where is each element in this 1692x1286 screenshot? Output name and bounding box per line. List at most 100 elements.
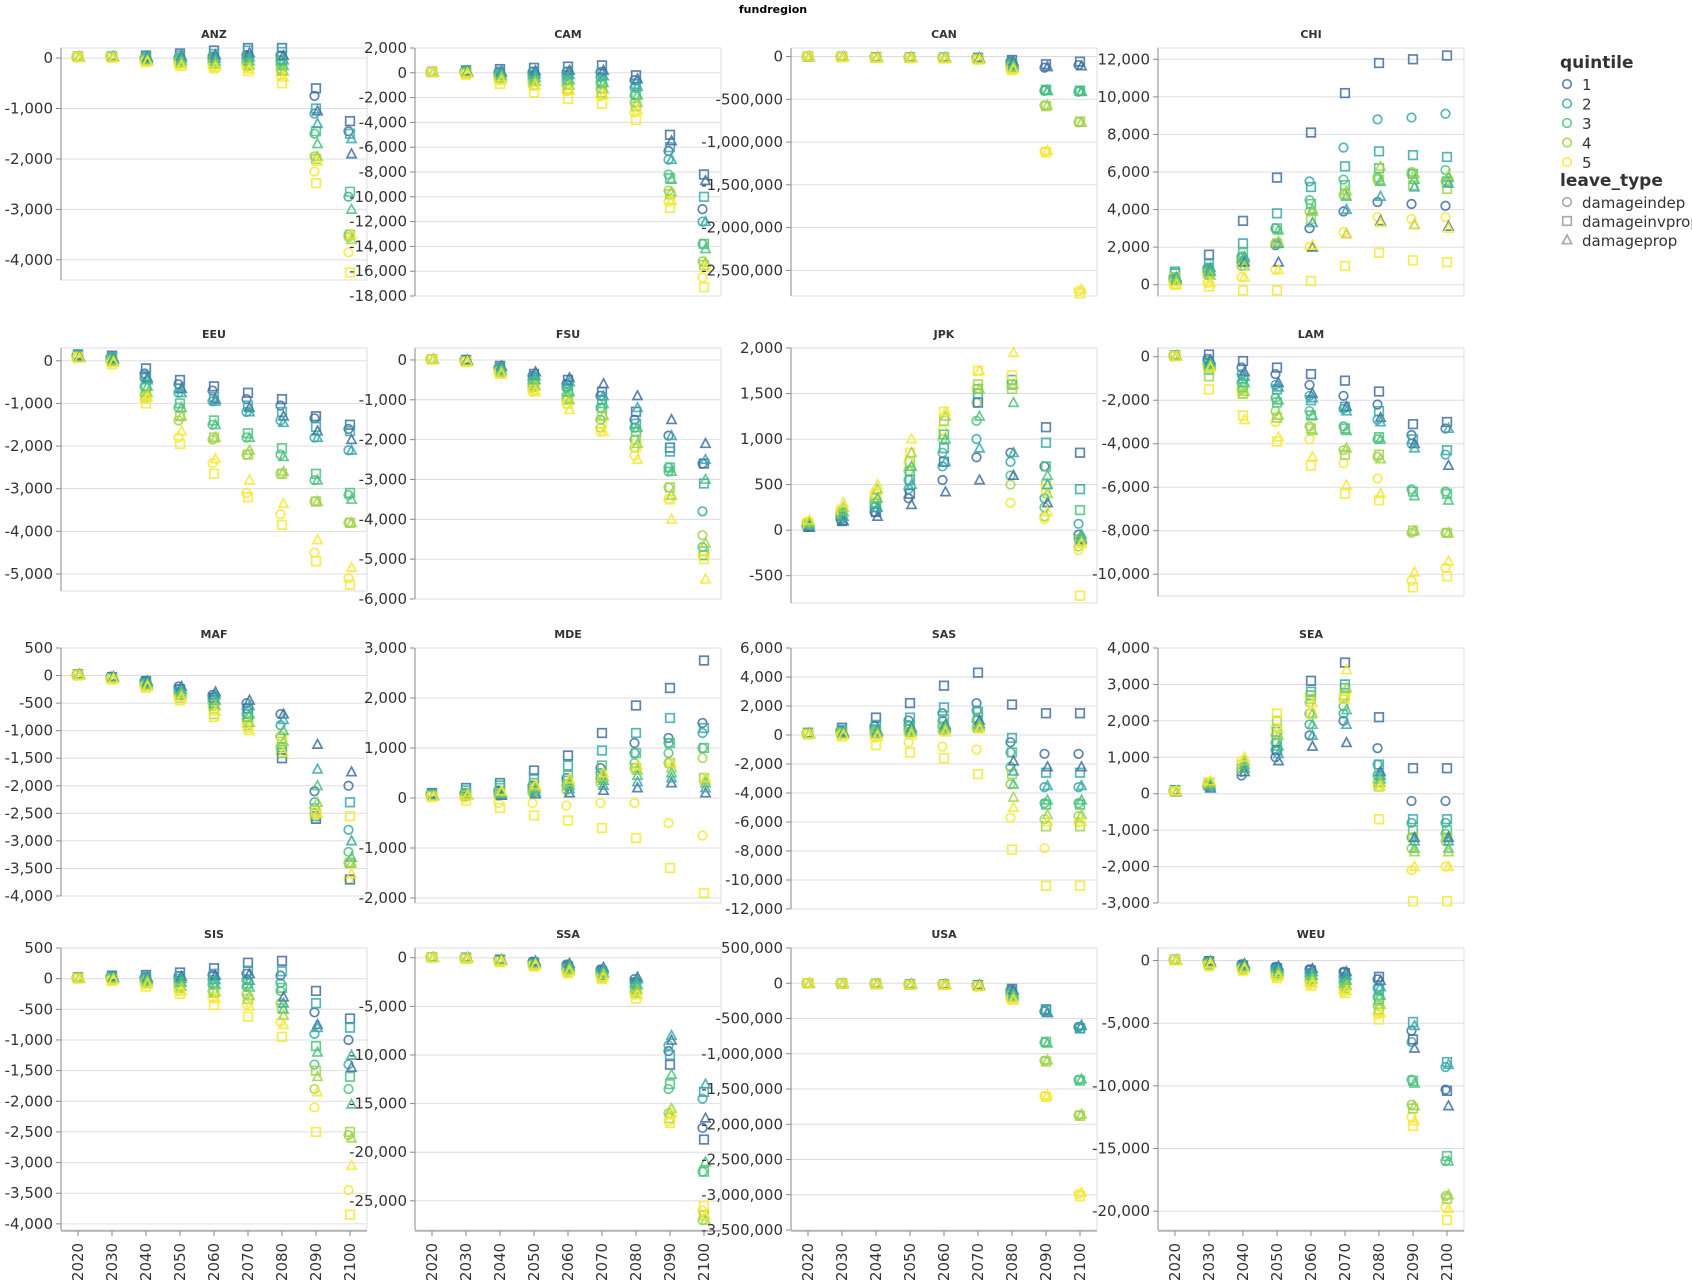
data-point bbox=[1408, 1099, 1421, 1111]
legend-label-quintile: 2 bbox=[1582, 96, 1592, 114]
data-point bbox=[343, 126, 354, 137]
legend-label-quintile: 5 bbox=[1582, 154, 1592, 172]
data-point bbox=[175, 979, 188, 992]
data-point bbox=[1340, 184, 1353, 196]
data-point bbox=[803, 727, 816, 739]
data-point bbox=[209, 57, 222, 69]
data-point bbox=[1305, 460, 1317, 471]
panel-title: CAN bbox=[931, 28, 957, 41]
data-point bbox=[971, 705, 982, 716]
data-point bbox=[495, 365, 508, 377]
data-point bbox=[803, 515, 816, 527]
data-point bbox=[1007, 990, 1020, 1002]
data-point bbox=[309, 128, 320, 139]
facet-panel-lam: LAM 0 -2,000 -4,000 -6,000 -8,000 -10,000 bbox=[1092, 328, 1465, 597]
data-point bbox=[1237, 410, 1249, 421]
data-point bbox=[1406, 527, 1417, 539]
data-point bbox=[905, 477, 918, 490]
data-point bbox=[1305, 275, 1317, 287]
data-point bbox=[1408, 1076, 1421, 1088]
data-point bbox=[277, 996, 290, 1008]
data-point bbox=[905, 978, 918, 990]
data-point bbox=[664, 862, 676, 874]
y-tick-label: -2,000 bbox=[5, 1092, 53, 1110]
data-point bbox=[698, 554, 710, 565]
data-point bbox=[1006, 370, 1018, 381]
data-point bbox=[1406, 795, 1417, 807]
y-tick-label: 6,000 bbox=[740, 639, 783, 657]
y-tick-label: -20,000 bbox=[349, 1143, 407, 1161]
data-point bbox=[1338, 390, 1349, 402]
data-point bbox=[277, 723, 290, 736]
data-point bbox=[1373, 57, 1385, 69]
data-point bbox=[345, 443, 358, 455]
data-point bbox=[1374, 973, 1387, 986]
data-point bbox=[1039, 748, 1050, 759]
data-point bbox=[1306, 972, 1319, 984]
data-point bbox=[1170, 784, 1183, 796]
data-point bbox=[209, 60, 222, 72]
data-point bbox=[1005, 479, 1016, 490]
data-point bbox=[1339, 449, 1351, 460]
data-point bbox=[1339, 423, 1351, 434]
data-point bbox=[595, 797, 606, 809]
facet-panel-ssa: SSA 0 -5,000 -10,000 -15,000 -20,000 -25,000 20… bbox=[349, 928, 722, 1281]
y-tick-label: -1,000,000 bbox=[701, 133, 783, 151]
data-point bbox=[208, 999, 220, 1011]
data-point bbox=[1305, 693, 1317, 705]
data-point bbox=[1039, 842, 1050, 854]
y-tick-label: -3,000 bbox=[5, 832, 53, 850]
data-point bbox=[1408, 437, 1421, 449]
data-point bbox=[631, 420, 644, 433]
data-point bbox=[938, 415, 950, 427]
data-point bbox=[1441, 571, 1453, 582]
data-point bbox=[1406, 1036, 1417, 1048]
data-point bbox=[630, 747, 642, 759]
data-point bbox=[1442, 1154, 1455, 1166]
y-tick-label: -3,000 bbox=[5, 1154, 53, 1172]
y-tick-label: 1,000 bbox=[1107, 748, 1150, 766]
data-point bbox=[1170, 272, 1183, 284]
data-point bbox=[529, 780, 542, 792]
panel-title: MAF bbox=[201, 628, 228, 641]
data-point bbox=[1306, 717, 1319, 730]
data-point bbox=[1306, 216, 1319, 228]
legend-label-quintile: 3 bbox=[1582, 115, 1592, 133]
data-point bbox=[1406, 198, 1417, 210]
data-point bbox=[597, 397, 610, 409]
data-point bbox=[310, 421, 322, 433]
panel-title: WEU bbox=[1297, 928, 1326, 941]
data-point bbox=[837, 50, 850, 62]
y-tick-label: 0 bbox=[43, 49, 53, 67]
data-point bbox=[663, 747, 674, 759]
data-point bbox=[973, 52, 986, 65]
data-point bbox=[1442, 526, 1455, 538]
panel-title: CAM bbox=[554, 28, 582, 41]
facet-panels: ANZ 0 -1,000 -2,000 -3,000 -4,000 CAM 2,000 0 -2,… bbox=[5, 28, 1465, 1281]
data-point bbox=[276, 955, 288, 967]
data-point bbox=[1407, 582, 1419, 593]
data-point bbox=[1272, 430, 1285, 442]
data-point bbox=[1073, 1188, 1084, 1200]
data-point bbox=[345, 516, 358, 528]
data-point bbox=[175, 969, 188, 981]
y-tick-label: -10,000 bbox=[725, 871, 783, 889]
data-point bbox=[939, 722, 952, 734]
data-point bbox=[345, 850, 358, 862]
x-tick-label: 2070 bbox=[969, 1243, 987, 1281]
data-point bbox=[1306, 408, 1319, 420]
data-point bbox=[1305, 423, 1317, 434]
data-point bbox=[209, 688, 222, 700]
data-point bbox=[1408, 524, 1421, 536]
data-point bbox=[1374, 159, 1387, 171]
data-point bbox=[1340, 703, 1353, 715]
data-point bbox=[276, 1031, 288, 1043]
panel-title: MDE bbox=[554, 628, 582, 641]
data-point bbox=[141, 386, 154, 398]
data-point bbox=[345, 147, 358, 159]
data-point bbox=[1441, 896, 1453, 907]
data-point bbox=[242, 428, 254, 439]
data-point bbox=[1075, 115, 1088, 127]
data-point bbox=[1373, 814, 1385, 825]
